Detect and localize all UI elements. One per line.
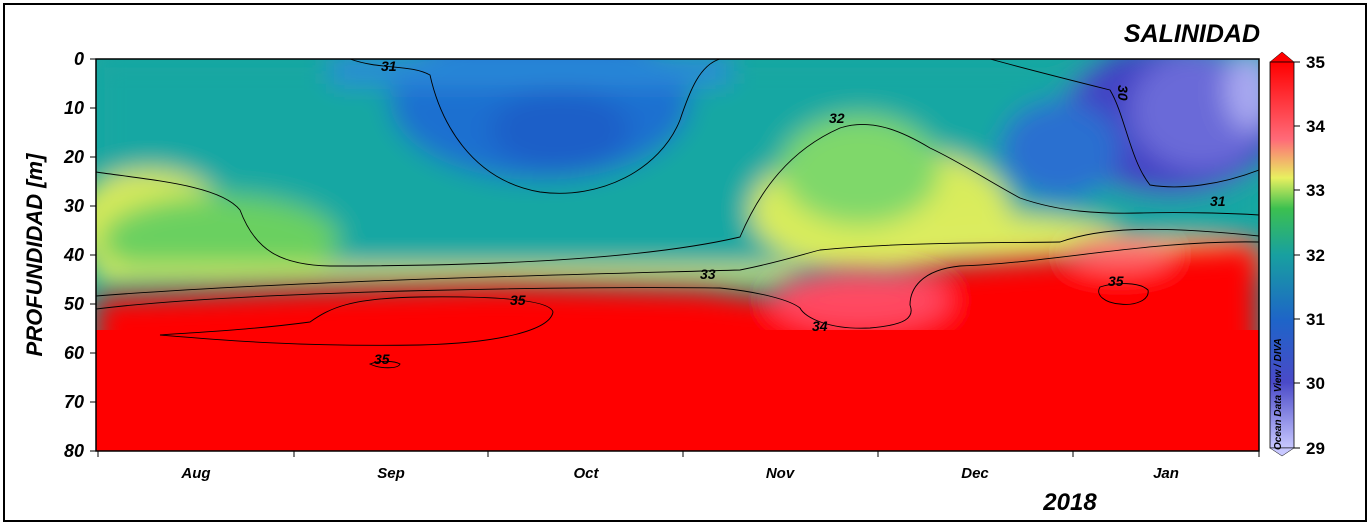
contour-label: 30 bbox=[1115, 85, 1131, 101]
contour-label: 33 bbox=[700, 266, 716, 282]
y-axis-label: PROFUNDIDAD [m] bbox=[22, 153, 47, 357]
y-tick-label: 70 bbox=[64, 392, 84, 412]
y-tick-label: 50 bbox=[64, 294, 84, 314]
x-axis-labels: Aug Sep Oct Nov Dec Jan bbox=[180, 465, 1179, 482]
x-tick-label: Oct bbox=[573, 465, 599, 482]
chart-title: SALINIDAD bbox=[1124, 20, 1260, 48]
y-tick-label: 40 bbox=[63, 245, 84, 265]
contour-label: 31 bbox=[381, 58, 397, 74]
colorbar-scale bbox=[1269, 61, 1295, 449]
x-tick-label: Aug bbox=[180, 465, 210, 482]
colorbar-tick-label: 32 bbox=[1306, 246, 1325, 265]
colorbar: 35 34 33 32 31 30 29 bbox=[1269, 51, 1325, 458]
y-tick-label: 10 bbox=[64, 98, 84, 118]
contour-labels: 31 32 30 31 33 35 35 34 35 bbox=[374, 58, 1226, 367]
y-tick-label: 20 bbox=[63, 147, 84, 167]
heatmap-field bbox=[96, 59, 1259, 451]
colorbar-tick-label: 30 bbox=[1306, 374, 1325, 393]
contour-label: 34 bbox=[812, 318, 828, 334]
x-axis-ticks bbox=[97, 451, 1260, 457]
colorbar-tick-label: 35 bbox=[1306, 53, 1325, 72]
year-label: 2018 bbox=[1042, 489, 1097, 516]
contour-label: 31 bbox=[1210, 193, 1226, 209]
contour-label: 35 bbox=[374, 351, 390, 367]
colorbar-tick-label: 29 bbox=[1306, 439, 1325, 458]
x-tick-label: Dec bbox=[961, 465, 989, 482]
y-tick-label: 80 bbox=[64, 441, 84, 461]
y-tick-label: 0 bbox=[74, 49, 84, 69]
y-tick-label: 30 bbox=[64, 196, 84, 216]
contour-label: 32 bbox=[829, 110, 845, 126]
x-tick-label: Jan bbox=[1153, 465, 1179, 482]
colorbar-tick-label: 34 bbox=[1306, 117, 1325, 136]
contour-label: 35 bbox=[1108, 273, 1124, 289]
contour-label: 35 bbox=[510, 292, 526, 308]
colorbar-tick-label: 33 bbox=[1306, 181, 1325, 200]
y-axis: 0 10 20 30 40 50 60 70 80 bbox=[63, 49, 96, 461]
colorbar-top-arrow bbox=[1269, 51, 1295, 63]
x-tick-label: Sep bbox=[377, 465, 405, 482]
y-tick-label: 60 bbox=[64, 343, 84, 363]
odv-credit: Ocean Data View / DIVA bbox=[1273, 338, 1284, 450]
colorbar-bottom-arrow bbox=[1269, 447, 1295, 457]
colorbar-tick-label: 31 bbox=[1306, 310, 1325, 329]
x-tick-label: Nov bbox=[766, 465, 796, 482]
contour-lines bbox=[96, 59, 1259, 369]
